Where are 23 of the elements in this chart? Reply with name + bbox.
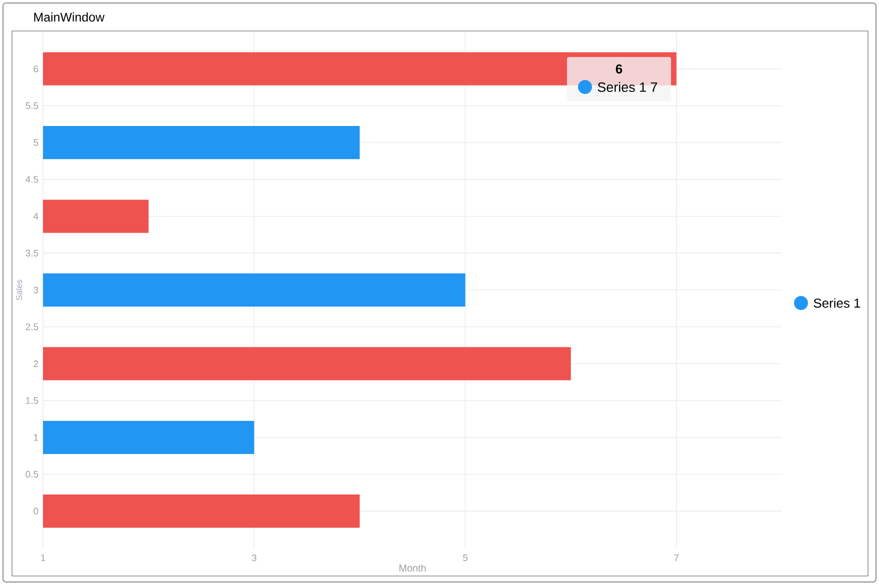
y-tick-label: 4	[33, 213, 38, 220]
y-tick-label: 1	[34, 434, 38, 441]
x-tick-label: 7	[674, 554, 679, 562]
y-tick-label: 3.5	[26, 250, 38, 256]
x-tick-label: 1	[41, 554, 46, 562]
y-tick-label: 2.5	[26, 323, 38, 330]
y-tick-label: 5	[34, 139, 38, 146]
y-tick-label: 0.5	[26, 470, 38, 478]
y-tick-label: 0	[34, 508, 38, 514]
y-tick-label: 6	[34, 65, 38, 72]
y-axis-title: Sales	[16, 280, 22, 300]
y-tick-label: 3	[34, 286, 38, 294]
x-tick-label: 3	[252, 554, 256, 562]
annotation: Series 1 7	[598, 82, 658, 92]
annotation: 6	[616, 64, 622, 74]
y-tick-label: 2	[34, 360, 38, 368]
x-axis-title: Month	[399, 564, 426, 572]
y-tick-label: 5.5	[26, 102, 38, 110]
x-tick-label: 5	[463, 554, 468, 562]
legend-label: Series 1	[814, 298, 860, 308]
y-tick-label: 1.5	[26, 397, 38, 404]
chart-title: MainWindow	[34, 12, 105, 22]
y-tick-label: 4.5	[26, 176, 38, 183]
